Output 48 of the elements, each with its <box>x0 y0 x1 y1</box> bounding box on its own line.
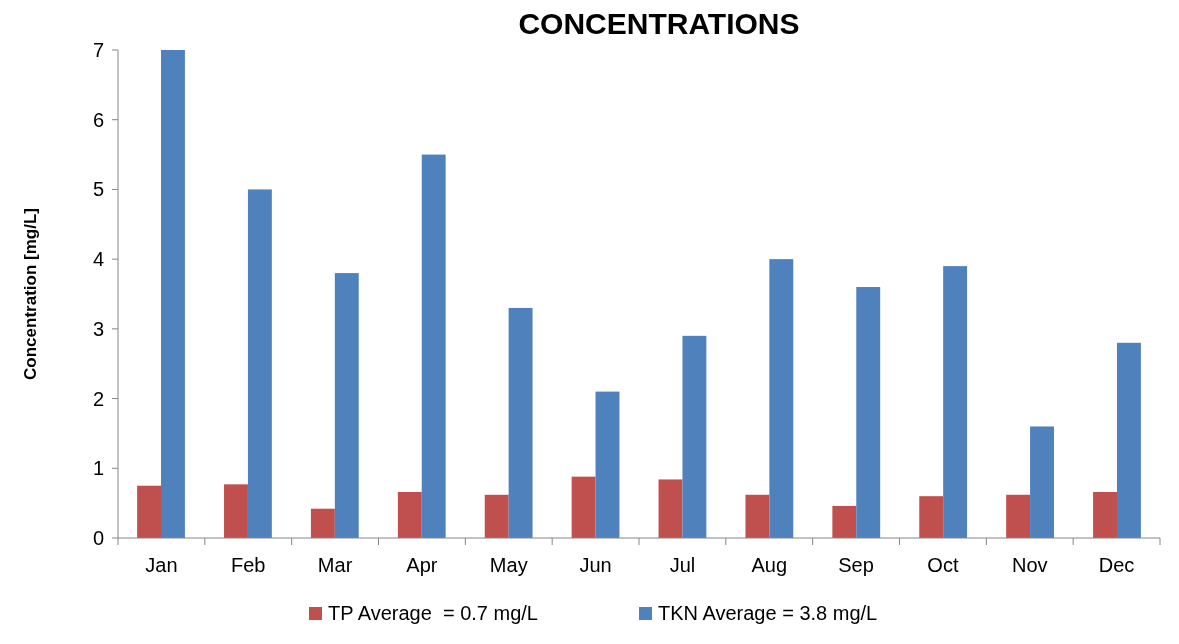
bar <box>595 391 620 538</box>
y-tick-label: 5 <box>92 178 104 201</box>
y-tick-label: 0 <box>92 527 104 549</box>
y-tick-label: 1 <box>92 457 104 480</box>
bar <box>658 479 683 538</box>
x-tick-label: Apr <box>406 554 438 576</box>
x-tick-label: Aug <box>751 554 788 576</box>
x-tick-label: Jul <box>669 554 696 576</box>
bar <box>397 491 422 538</box>
x-tick-label: Nov <box>1011 554 1048 576</box>
bar <box>1006 494 1031 538</box>
chart-title: CONCENTRATIONS <box>518 7 800 40</box>
bar <box>1030 426 1054 538</box>
bar <box>334 273 359 538</box>
bar <box>247 189 272 538</box>
legend-label: TKN Average = 3.8 mg/L <box>658 602 878 624</box>
bar <box>769 259 794 538</box>
bar <box>421 154 446 538</box>
x-tick-label: Jun <box>579 554 612 576</box>
x-tick-label: May <box>489 554 528 576</box>
bar <box>310 508 335 538</box>
x-tick-label: Feb <box>231 554 266 576</box>
y-tick-label: 4 <box>92 248 104 271</box>
bar <box>508 307 533 538</box>
bar <box>571 476 596 538</box>
x-tick-label: Jan <box>145 554 178 576</box>
bar <box>943 266 968 538</box>
x-tick-label: Sep <box>838 554 874 576</box>
bar <box>137 485 162 538</box>
bar <box>745 494 770 538</box>
x-tick-label: Oct <box>927 554 959 576</box>
y-tick-label: 7 <box>92 39 104 61</box>
legend-label: TP Average = 0.7 mg/L <box>328 602 538 624</box>
bar <box>919 496 944 538</box>
y-tick-label: 2 <box>92 387 104 410</box>
bar <box>682 335 707 538</box>
bar <box>484 494 509 538</box>
bar <box>832 505 857 538</box>
bar <box>856 287 881 538</box>
bar <box>161 50 185 538</box>
x-tick-label: Mar <box>317 554 353 576</box>
bar <box>1093 491 1117 538</box>
y-tick-label: 3 <box>92 317 104 340</box>
bar <box>224 484 248 538</box>
x-tick-label: Dec <box>1098 554 1135 576</box>
y-tick-label: 6 <box>92 108 104 131</box>
y-axis-title: Concentration [mg/L] <box>21 208 40 380</box>
bar <box>1116 342 1141 538</box>
